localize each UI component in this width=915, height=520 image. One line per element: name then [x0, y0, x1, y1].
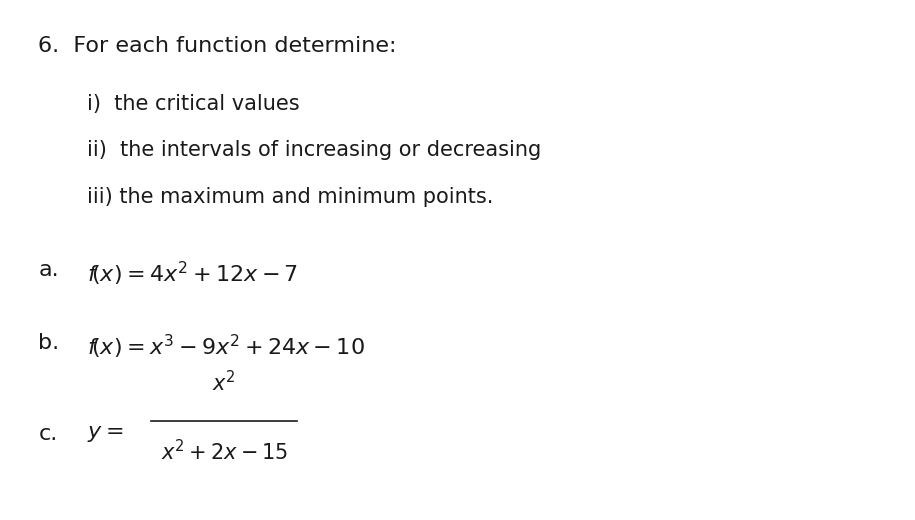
Text: ii)  the intervals of increasing or decreasing: ii) the intervals of increasing or decre…: [87, 140, 541, 160]
Text: i)  the critical values: i) the critical values: [87, 94, 299, 113]
Text: $y=$: $y=$: [87, 424, 124, 444]
Text: c.: c.: [38, 424, 58, 444]
Text: iii) the maximum and minimum points.: iii) the maximum and minimum points.: [87, 187, 493, 207]
Text: $x^2+2x-15$: $x^2+2x-15$: [160, 439, 288, 464]
Text: 6.  For each function determine:: 6. For each function determine:: [38, 36, 397, 56]
Text: $f\!\left(x\right)=x^3-9x^2+24x-10$: $f\!\left(x\right)=x^3-9x^2+24x-10$: [87, 333, 365, 361]
Text: $x^2$: $x^2$: [212, 370, 236, 395]
Text: $f\!\left(x\right)=4x^2+12x-7$: $f\!\left(x\right)=4x^2+12x-7$: [87, 260, 298, 288]
Text: a.: a.: [38, 260, 59, 280]
Text: b.: b.: [38, 333, 59, 353]
